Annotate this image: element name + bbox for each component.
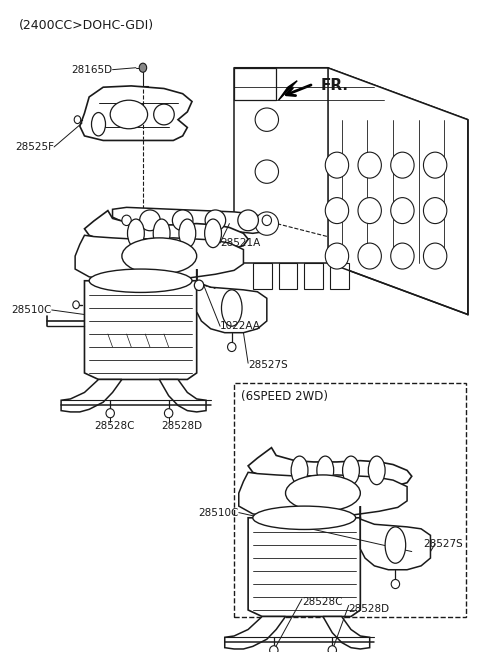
Ellipse shape (325, 152, 348, 178)
FancyBboxPatch shape (234, 383, 466, 616)
Ellipse shape (204, 219, 221, 248)
Ellipse shape (122, 238, 197, 274)
Ellipse shape (423, 198, 447, 223)
Ellipse shape (139, 63, 147, 72)
Polygon shape (304, 263, 323, 289)
Polygon shape (239, 472, 407, 518)
Polygon shape (84, 281, 197, 379)
Ellipse shape (358, 198, 382, 223)
Polygon shape (278, 81, 297, 100)
Polygon shape (112, 208, 272, 233)
Ellipse shape (255, 212, 278, 235)
Polygon shape (234, 67, 276, 100)
Ellipse shape (172, 210, 193, 231)
Ellipse shape (122, 215, 131, 225)
Polygon shape (159, 379, 206, 412)
Ellipse shape (391, 243, 414, 269)
Ellipse shape (255, 108, 278, 132)
Polygon shape (138, 86, 147, 88)
Ellipse shape (74, 116, 81, 124)
Ellipse shape (328, 646, 336, 655)
Ellipse shape (228, 343, 236, 352)
Ellipse shape (368, 456, 385, 485)
Ellipse shape (92, 113, 106, 136)
Ellipse shape (291, 456, 308, 485)
Text: FR.: FR. (321, 79, 348, 94)
Text: 1022AA: 1022AA (220, 321, 261, 331)
Ellipse shape (110, 100, 147, 129)
Text: 28525F: 28525F (15, 142, 54, 152)
Text: 28528C: 28528C (302, 597, 342, 607)
Polygon shape (248, 518, 360, 616)
Ellipse shape (165, 409, 173, 418)
Polygon shape (360, 506, 431, 570)
Polygon shape (197, 269, 267, 333)
Ellipse shape (253, 506, 356, 529)
Ellipse shape (154, 104, 174, 125)
Polygon shape (61, 379, 122, 412)
Polygon shape (253, 263, 272, 289)
Ellipse shape (255, 160, 278, 183)
Polygon shape (328, 67, 468, 314)
Text: (2400CC>DOHC-GDI): (2400CC>DOHC-GDI) (19, 19, 154, 32)
Polygon shape (80, 86, 192, 140)
Text: 28527S: 28527S (248, 360, 288, 370)
Ellipse shape (391, 580, 400, 589)
Text: 28528C: 28528C (94, 421, 134, 431)
Polygon shape (278, 263, 297, 289)
Ellipse shape (205, 210, 226, 231)
Ellipse shape (317, 456, 334, 485)
Ellipse shape (358, 152, 382, 178)
Ellipse shape (153, 219, 170, 248)
Text: 28510C: 28510C (198, 508, 239, 517)
Ellipse shape (358, 243, 382, 269)
Text: 28528D: 28528D (348, 604, 390, 614)
Polygon shape (234, 67, 328, 263)
Text: 28510C: 28510C (12, 305, 52, 315)
Ellipse shape (423, 243, 447, 269)
Ellipse shape (89, 269, 192, 292)
Polygon shape (75, 235, 243, 281)
Ellipse shape (325, 243, 348, 269)
Ellipse shape (262, 215, 272, 225)
Ellipse shape (391, 198, 414, 223)
Polygon shape (323, 616, 370, 649)
Text: 28521A: 28521A (220, 238, 260, 248)
Polygon shape (248, 447, 412, 488)
Ellipse shape (270, 646, 278, 655)
Ellipse shape (73, 301, 79, 309)
Ellipse shape (106, 409, 114, 418)
Ellipse shape (194, 280, 204, 290)
Ellipse shape (385, 527, 406, 563)
Polygon shape (234, 67, 468, 120)
Ellipse shape (140, 210, 160, 231)
Ellipse shape (325, 198, 348, 223)
Ellipse shape (423, 152, 447, 178)
Ellipse shape (128, 219, 144, 248)
Ellipse shape (286, 475, 360, 512)
Ellipse shape (179, 219, 196, 248)
Polygon shape (225, 616, 286, 649)
Ellipse shape (238, 210, 258, 231)
Ellipse shape (221, 290, 242, 326)
Ellipse shape (391, 152, 414, 178)
Ellipse shape (343, 456, 360, 485)
Text: 28528D: 28528D (162, 421, 203, 431)
Polygon shape (330, 263, 348, 289)
Text: (6SPEED 2WD): (6SPEED 2WD) (241, 390, 328, 403)
Text: 28165D: 28165D (72, 65, 112, 75)
Text: 28527S: 28527S (423, 539, 463, 549)
Polygon shape (84, 211, 248, 251)
